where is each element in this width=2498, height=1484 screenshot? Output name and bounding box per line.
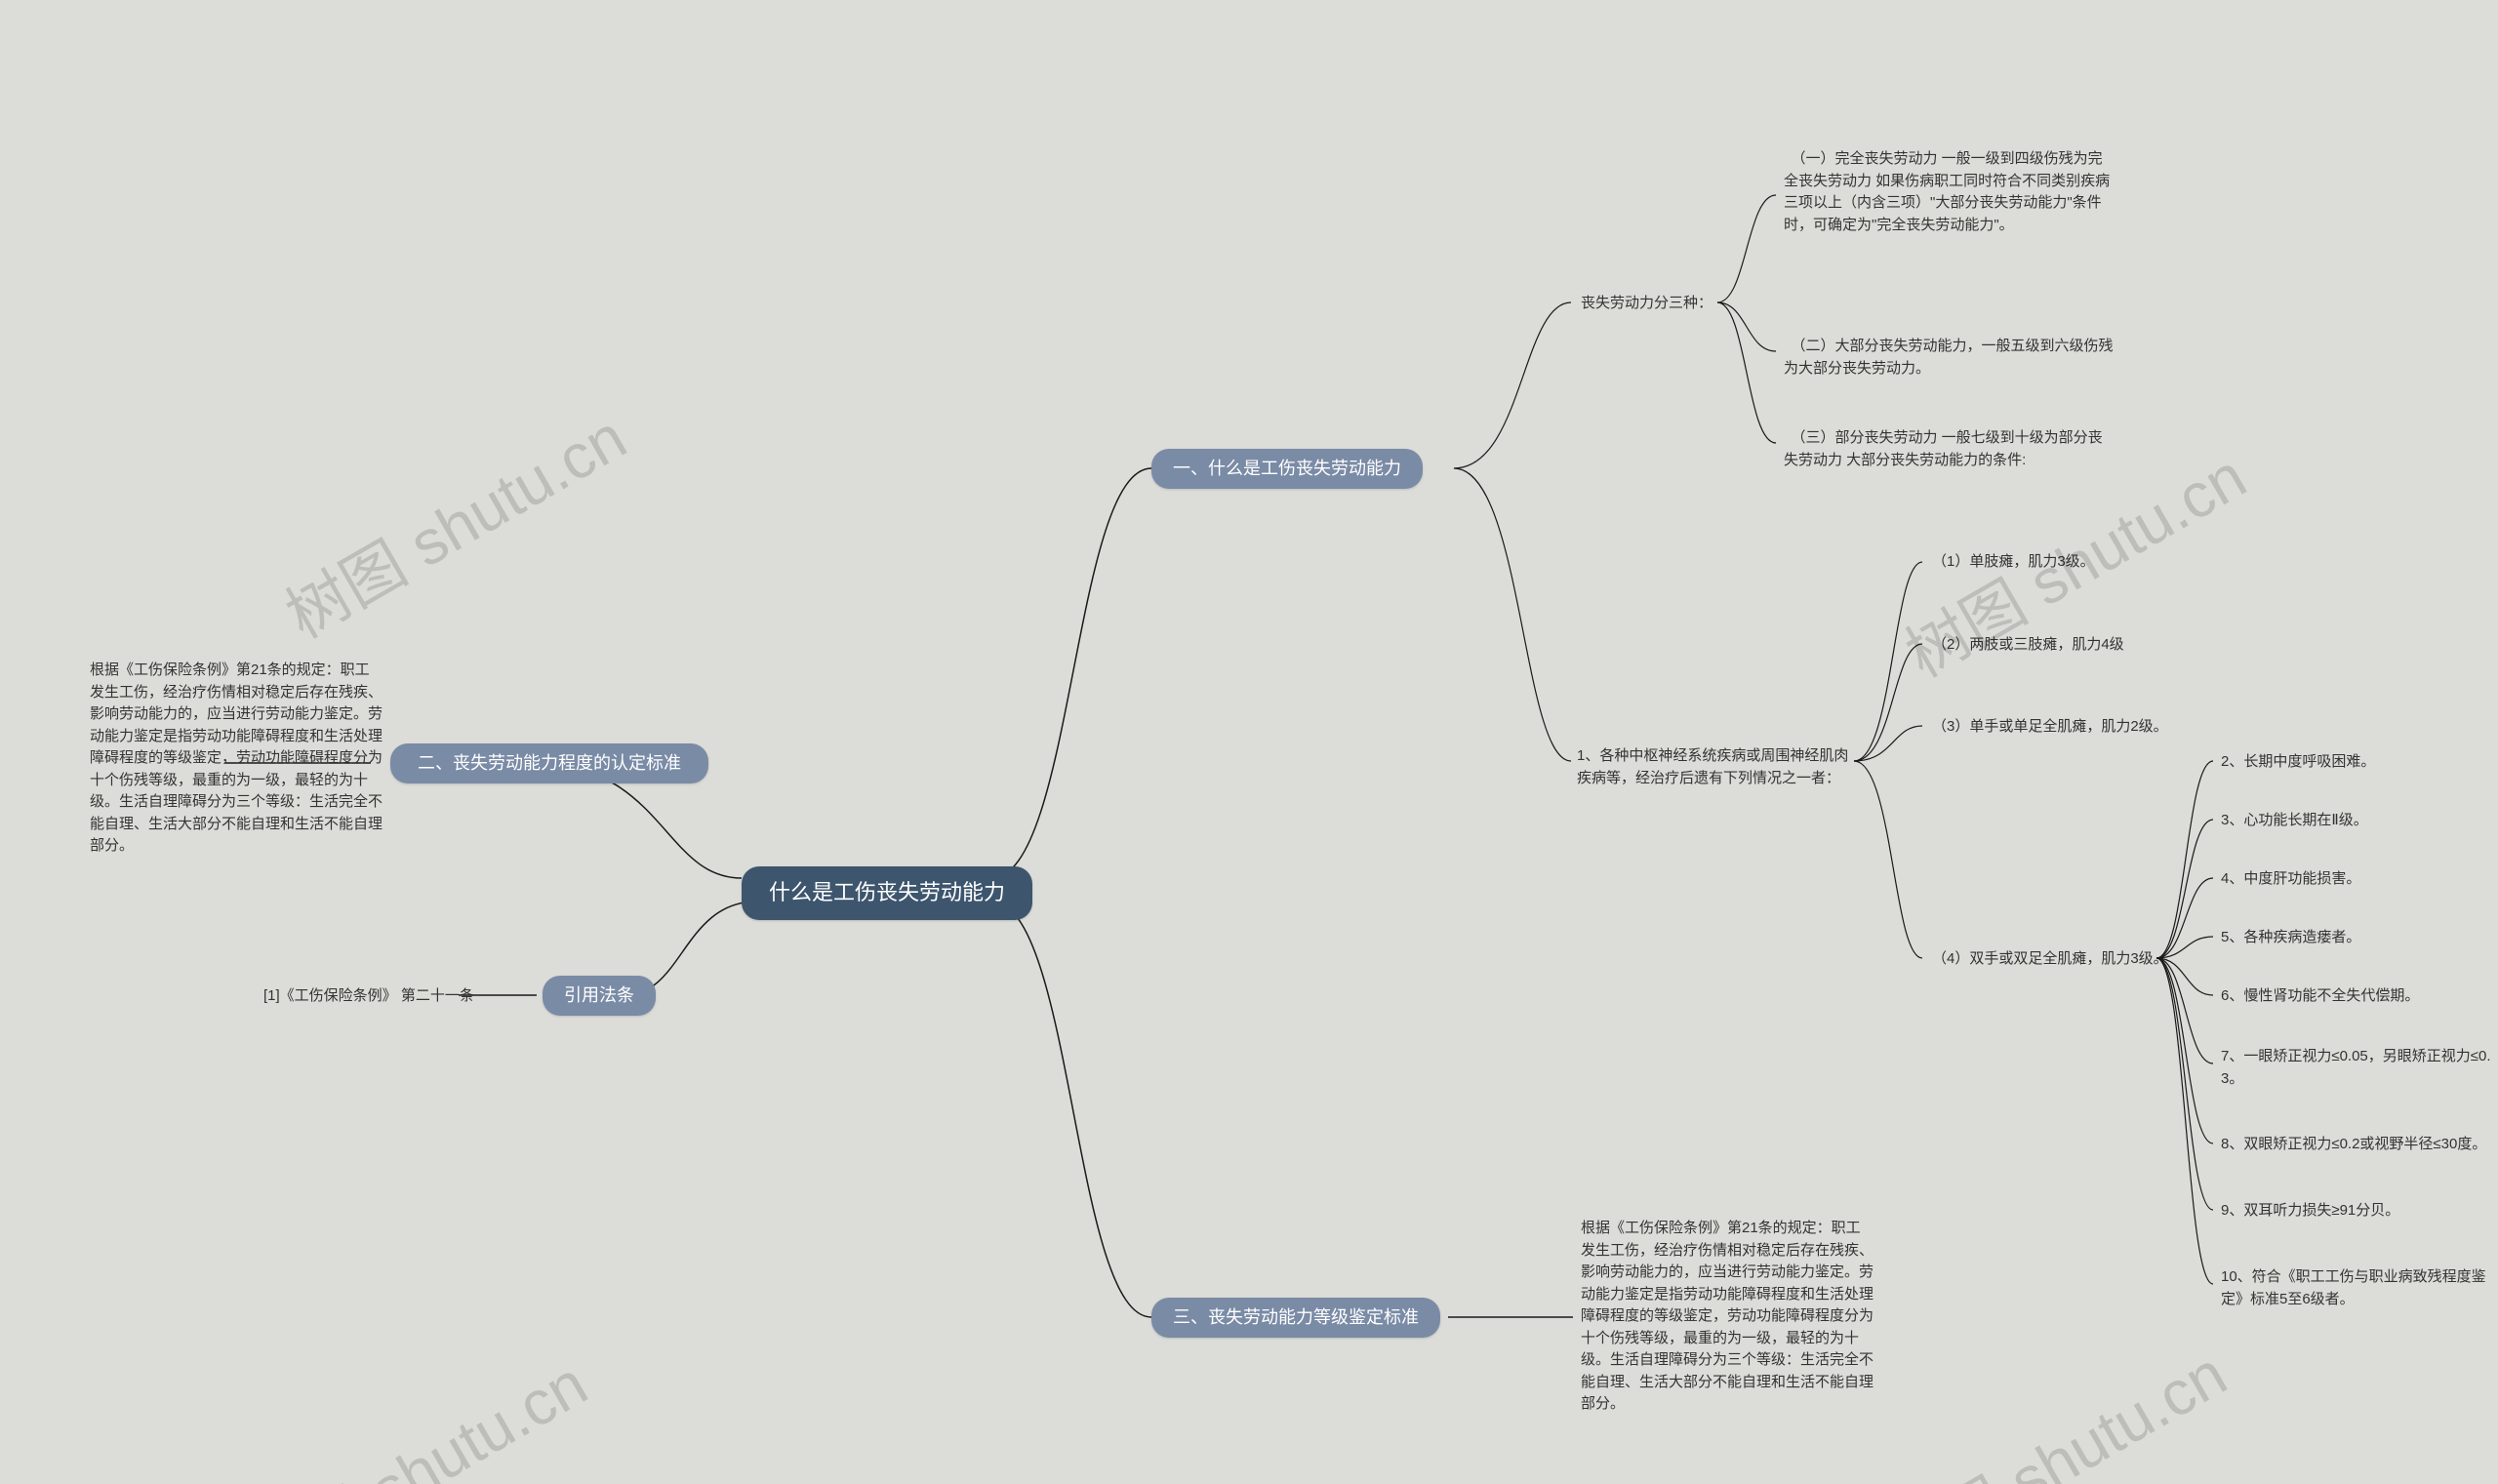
b1-s1-label: 丧失劳动力分三种： (1581, 293, 1712, 315)
b1-s2-j7: 7、一眼矫正视力≤0.05，另眼矫正视力≤0.3。 (2221, 1046, 2494, 1090)
watermark-1: 树图 shutu.cn (267, 388, 640, 656)
b1-s2-j4: 4、中度肝功能损害。 (2221, 868, 2360, 891)
branch-4-node[interactable]: 引用法条 (543, 976, 656, 1016)
b1-s1-i3: （三）部分丧失劳动力 一般七级到十级为部分丧失劳动力 大部分丧失劳动能力的条件: (1784, 427, 2115, 471)
root-node[interactable]: 什么是工伤丧失劳动能力 (742, 866, 1032, 920)
b1-s2-i3: （3）单手或单足全肌瘫，肌力2级。 (1932, 716, 2168, 739)
b1-s2-j5: 5、各种疾病造瘘者。 (2221, 927, 2360, 949)
b1-s2-label: 1、各种中枢神经系统疾病或周围神经肌肉疾病等，经治疗后遗有下列情况之一者： (1577, 745, 1860, 789)
branch-4-label: 引用法条 (564, 985, 634, 1005)
watermark-3: 树图 shutu.cn (228, 1335, 601, 1484)
branch-2-node[interactable]: 二、丧失劳动能力程度的认定标准 (390, 743, 708, 783)
b4-desc: [1]《工伤保险条例》 第二十一条 (263, 985, 474, 1008)
b1-s2-i4: （4）双手或双足全肌瘫，肌力3级。 (1932, 948, 2168, 971)
b1-s2-j3: 3、心功能长期在Ⅱ级。 (2221, 810, 2368, 832)
root-label: 什么是工伤丧失劳动能力 (769, 880, 1005, 904)
b1-s2-j9: 9、双耳听力损失≥91分贝。 (2221, 1200, 2399, 1223)
b2-desc: 根据《工伤保险条例》第21条的规定：职工发生工伤，经治疗伤情相对稳定后存在残疾、… (90, 660, 383, 858)
mindmap-canvas: 什么是工伤丧失劳动能力 一、什么是工伤丧失劳动能力 丧失劳动力分三种： （一）完… (0, 0, 2498, 1484)
branch-1-node[interactable]: 一、什么是工伤丧失劳动能力 (1151, 449, 1423, 489)
branch-2-label: 二、丧失劳动能力程度的认定标准 (418, 753, 681, 773)
b1-s2-i2: （2）两肢或三肢瘫，肌力4级 (1932, 634, 2124, 657)
b1-s1-i2: （二）大部分丧失劳动能力，一般五级到六级伤残为大部分丧失劳动力。 (1784, 336, 2115, 380)
branch-3-node[interactable]: 三、丧失劳动能力等级鉴定标准 (1151, 1298, 1440, 1338)
branch-3-label: 三、丧失劳动能力等级鉴定标准 (1173, 1307, 1419, 1327)
b1-s2-j10: 10、符合《职工工伤与职业病致残程度鉴定》标准5至6级者。 (2221, 1266, 2494, 1310)
b3-desc: 根据《工伤保险条例》第21条的规定：职工发生工伤，经治疗伤情相对稳定后存在残疾、… (1581, 1218, 1874, 1416)
b1-s2-j2: 2、长期中度呼吸困难。 (2221, 751, 2375, 774)
b1-s2-j8: 8、双眼矫正视力≤0.2或视野半径≤30度。 (2221, 1134, 2486, 1156)
watermark-4: 树图 shutu.cn (1868, 1325, 2240, 1484)
b1-s1-i1: （一）完全丧失劳动力 一般一级到四级伤残为完全丧失劳动力 如果伤病职工同时符合不… (1784, 148, 2115, 236)
b1-s2-i1: （1）单肢瘫，肌力3级。 (1932, 551, 2095, 574)
branch-1-label: 一、什么是工伤丧失劳动能力 (1173, 459, 1401, 478)
b1-s2-j6: 6、慢性肾功能不全失代偿期。 (2221, 985, 2419, 1008)
